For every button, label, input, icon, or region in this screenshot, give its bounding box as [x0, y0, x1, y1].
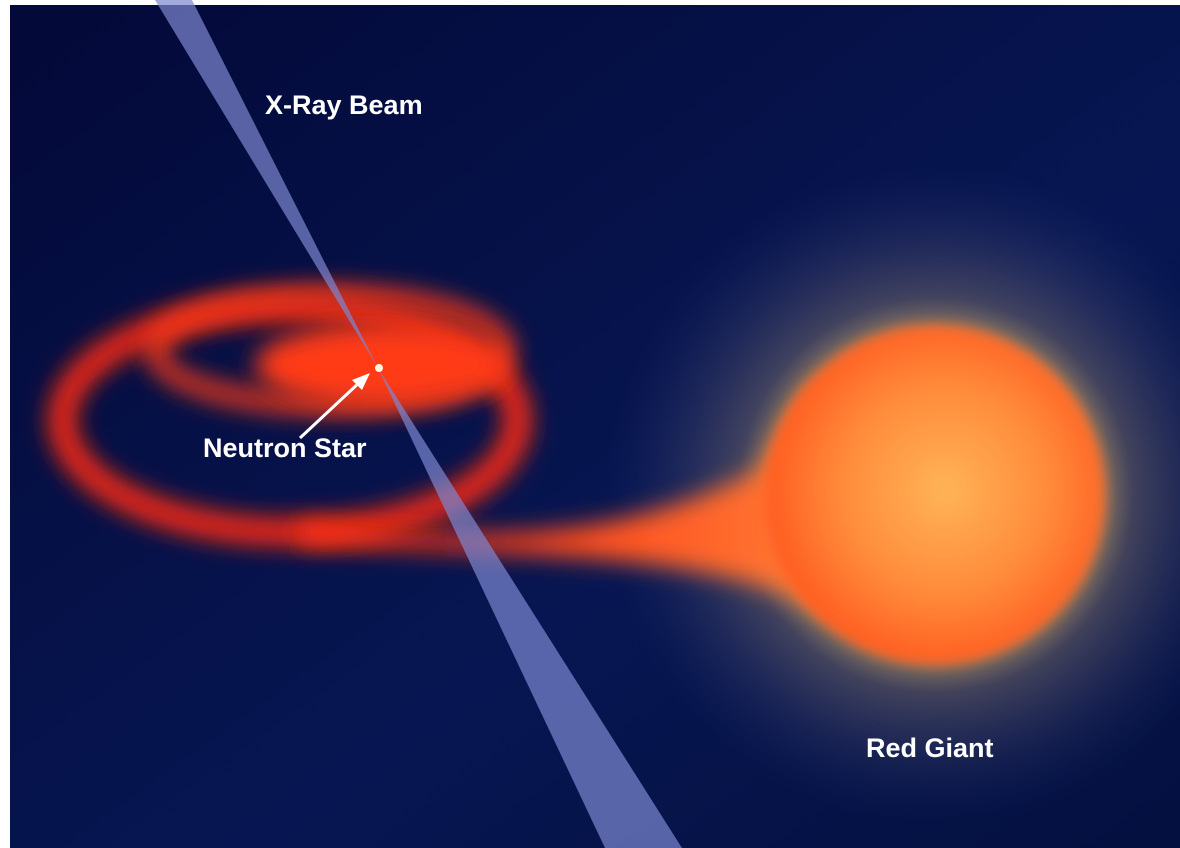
- x-ray-beam-label: X-Ray Beam: [265, 90, 423, 120]
- arrow-head: [352, 373, 370, 390]
- red-giant: [765, 325, 1105, 665]
- neutron-star-label: Neutron Star: [203, 433, 367, 463]
- middle-disk: [146, 286, 514, 414]
- x-ray-beam-lower: [378, 368, 682, 848]
- arrow-shaft: [298, 378, 364, 440]
- x-ray-beam-upper: [155, 0, 378, 368]
- mass-stream: [300, 380, 840, 620]
- red-giant-label: Red Giant: [866, 733, 994, 763]
- neutron-star: [375, 364, 383, 372]
- outer-disk: [49, 295, 531, 545]
